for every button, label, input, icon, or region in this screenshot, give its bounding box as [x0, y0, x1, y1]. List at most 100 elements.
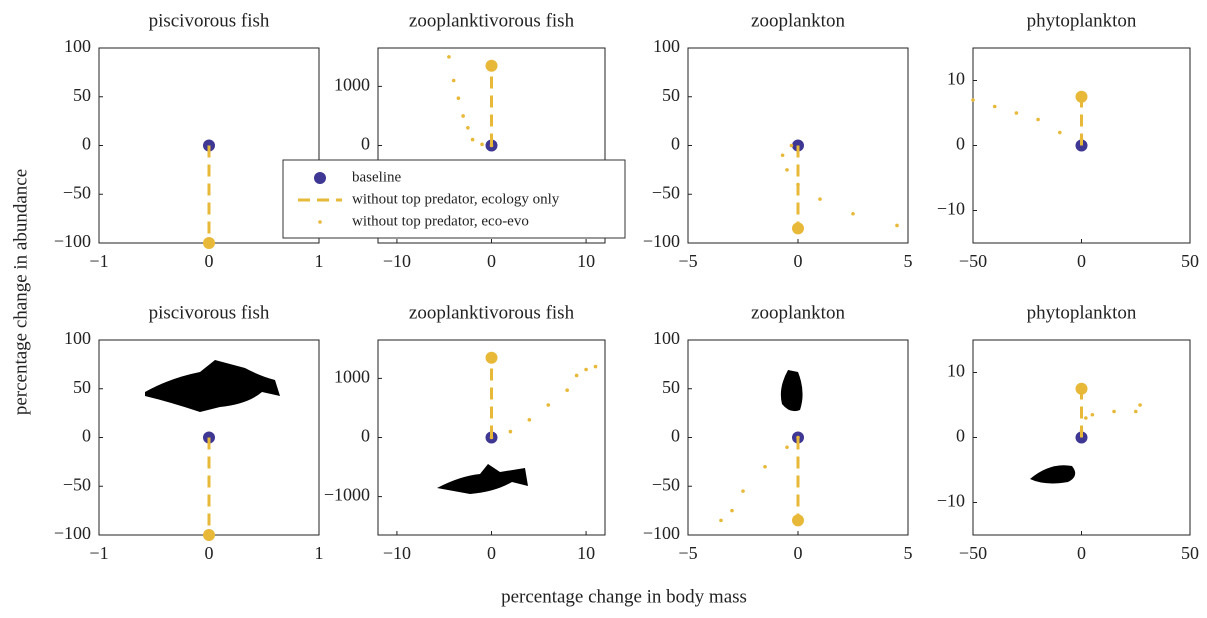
eco-evo-point	[456, 96, 461, 101]
y-tick-label: 100	[653, 36, 680, 56]
eco-evo-point	[527, 417, 532, 422]
x-tick-label: −1	[89, 543, 108, 563]
y-tick-label: 1000	[334, 75, 370, 95]
eco-evo-point	[1133, 409, 1138, 414]
y-tick-label: 50	[73, 85, 91, 105]
y-tick-label: 0	[671, 134, 680, 154]
y-tick-label: −50	[63, 182, 91, 202]
y-tick-label: 0	[361, 426, 370, 446]
ecology-only-point	[203, 529, 215, 541]
eco-evo-point	[546, 403, 551, 407]
y-tick-label: −100	[54, 231, 91, 251]
eco-evo-point	[851, 211, 855, 216]
y-tick-label: −1000	[324, 485, 370, 505]
y-tick-label: −10	[937, 491, 965, 511]
y-tick-label: −10	[937, 199, 965, 219]
legend-label: baseline	[352, 169, 401, 185]
x-tick-label: 0	[1077, 251, 1086, 271]
x-tick-label: 1	[315, 543, 324, 563]
x-tick-label: −10	[383, 543, 411, 563]
legend: baseline without top predator, ecology on…	[282, 159, 626, 239]
eco-evo-point	[1138, 403, 1142, 407]
x-tick-label: −50	[959, 251, 987, 271]
x-tick-label: 0	[205, 251, 214, 271]
eco-evo-point	[508, 429, 513, 434]
y-tick-label: 0	[82, 134, 91, 154]
eco-evo-point	[992, 104, 997, 109]
eco-evo-point	[1079, 137, 1084, 141]
legend-marker	[318, 220, 322, 224]
daphnia-icon	[770, 352, 803, 412]
y-axis-label: percentage change in abundance	[10, 169, 31, 415]
eco-evo-point	[785, 168, 789, 172]
panel-title: zooplankton	[751, 10, 845, 31]
x-tick-label: 0	[487, 543, 496, 563]
y-tick-label: 0	[82, 426, 91, 446]
eco-evo-point	[466, 125, 470, 130]
eco-evo-point	[593, 364, 598, 369]
eco-evo-point	[971, 98, 975, 102]
y-tick-label: 10	[947, 361, 965, 381]
x-tick-label: 0	[794, 251, 803, 271]
eco-evo-point	[489, 143, 494, 148]
eco-evo-point	[719, 518, 723, 523]
x-tick-label: 50	[1181, 543, 1199, 563]
x-axis-label: percentage change in body mass	[501, 586, 747, 607]
eco-evo-point	[895, 223, 899, 228]
eco-evo-point	[780, 153, 785, 158]
eco-evo-point	[818, 197, 822, 201]
ecology-only-point	[792, 222, 804, 235]
y-tick-label: −50	[652, 474, 680, 494]
eco-evo-point	[796, 435, 800, 440]
eco-evo-point	[584, 367, 588, 372]
ecology-only-point	[203, 237, 215, 249]
panel-title: zooplanktivorous fish	[409, 10, 575, 31]
x-tick-label: 50	[1181, 251, 1199, 271]
x-tick-label: 5	[904, 543, 913, 563]
y-tick-label: −50	[652, 182, 680, 202]
eco-evo-point	[1079, 429, 1084, 433]
eco-evo-point	[796, 182, 800, 187]
x-tick-label: 5	[904, 251, 913, 271]
y-tick-label: 50	[662, 377, 680, 397]
y-tick-label: 50	[73, 377, 91, 397]
eco-evo-point	[1090, 412, 1095, 417]
eco-evo-point	[789, 143, 794, 148]
ecology-only-point	[1075, 382, 1088, 395]
eco-evo-point	[461, 114, 465, 118]
panel-title: zooplanktivorous fish	[409, 302, 575, 323]
panel-title: phytoplankton	[1027, 302, 1137, 323]
eco-evo-point	[741, 489, 745, 493]
x-tick-label: −1	[89, 251, 108, 271]
y-tick-label: 0	[956, 426, 965, 446]
panel-title: phytoplankton	[1027, 10, 1137, 31]
x-tick-label: 1	[315, 251, 324, 271]
eco-evo-point	[451, 78, 456, 83]
silhouettes	[145, 352, 1076, 494]
x-tick-label: 10	[577, 251, 595, 271]
y-tick-label: 10	[947, 69, 965, 89]
y-tick-label: 0	[956, 134, 965, 154]
x-tick-label: 10	[577, 543, 595, 563]
ecology-only-point	[1075, 90, 1088, 103]
eco-evo-point	[489, 435, 494, 440]
eco-evo-point	[730, 508, 734, 513]
y-tick-label: −100	[643, 231, 680, 251]
y-tick-label: 0	[671, 426, 680, 446]
x-tick-label: −10	[383, 251, 411, 271]
ecology-only-point	[485, 351, 498, 364]
panel-title: zooplankton	[751, 302, 845, 323]
eco-evo-point	[574, 373, 579, 378]
eco-evo-point	[1014, 111, 1019, 115]
eco-evo-point	[1036, 117, 1040, 122]
y-tick-label: 100	[64, 328, 91, 348]
eco-evo-point	[763, 464, 767, 469]
y-tick-label: 1000	[334, 367, 370, 387]
legend-label: without top predator, eco-evo	[352, 213, 529, 229]
legend-label: without top predator, ecology only	[352, 191, 560, 207]
y-tick-label: −50	[63, 474, 91, 494]
eco-evo-point	[1112, 409, 1116, 414]
y-tick-label: 50	[662, 85, 680, 105]
y-tick-label: 100	[653, 328, 680, 348]
